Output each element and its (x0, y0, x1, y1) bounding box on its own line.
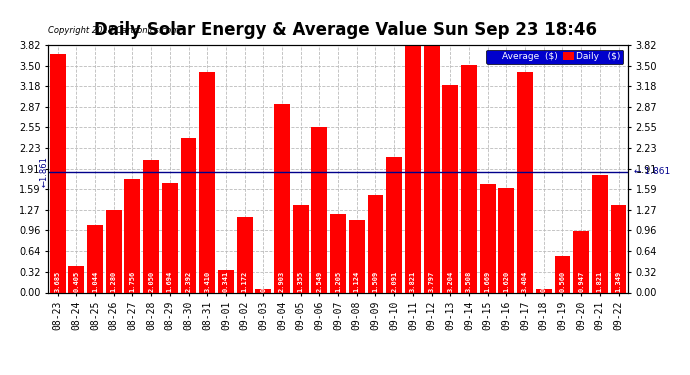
Bar (50, 54, 66, 292)
Legend: Average  ($), Daily   ($): Average ($), Daily ($) (486, 50, 623, 64)
Bar (424, 46, 440, 292)
Bar (555, 256, 571, 292)
Bar (106, 210, 121, 292)
Text: 3.685: 3.685 (55, 271, 61, 292)
Text: Copyright 2018 Cartronics.com: Copyright 2018 Cartronics.com (48, 26, 179, 35)
Text: ←1.861: ←1.861 (39, 156, 48, 188)
Text: 3.410: 3.410 (204, 271, 210, 292)
Text: 1.349: 1.349 (615, 271, 622, 292)
Text: 0.051: 0.051 (260, 271, 266, 292)
Bar (480, 184, 495, 292)
Bar (349, 220, 365, 292)
Text: 1.355: 1.355 (297, 271, 304, 292)
Text: 1.044: 1.044 (92, 271, 98, 292)
Text: 2.903: 2.903 (279, 271, 285, 292)
Text: 1.205: 1.205 (335, 271, 341, 292)
Text: 2.050: 2.050 (148, 271, 154, 292)
Text: 1.620: 1.620 (504, 271, 509, 292)
Bar (405, 45, 421, 292)
Text: 3.508: 3.508 (466, 271, 472, 292)
Text: 0.405: 0.405 (73, 271, 79, 292)
Text: 3.204: 3.204 (447, 271, 453, 292)
Bar (386, 157, 402, 292)
Text: 1.669: 1.669 (484, 271, 491, 292)
Text: 2.091: 2.091 (391, 271, 397, 292)
Text: 0.560: 0.560 (560, 271, 566, 292)
Bar (368, 195, 384, 292)
Text: 2.392: 2.392 (186, 271, 192, 292)
Text: 1.821: 1.821 (597, 271, 603, 292)
Bar (517, 72, 533, 292)
Text: 1.694: 1.694 (167, 271, 172, 292)
Bar (536, 289, 552, 292)
Bar (611, 205, 627, 292)
Text: 0.052: 0.052 (541, 271, 546, 292)
Text: 1.124: 1.124 (354, 271, 359, 292)
Bar (442, 85, 458, 292)
Text: 0.947: 0.947 (578, 271, 584, 292)
Bar (218, 270, 234, 292)
Bar (461, 65, 477, 292)
Bar (237, 217, 253, 292)
Bar (592, 174, 608, 292)
Bar (124, 179, 140, 292)
Text: 3.797: 3.797 (428, 271, 435, 292)
Bar (181, 138, 197, 292)
Text: 0.341: 0.341 (223, 271, 229, 292)
Bar (311, 128, 327, 292)
Bar (68, 266, 84, 292)
Text: 2.549: 2.549 (317, 271, 322, 292)
Bar (293, 205, 308, 292)
Bar (274, 104, 290, 292)
Bar (573, 231, 589, 292)
Text: 1.509: 1.509 (373, 271, 379, 292)
Text: 3.404: 3.404 (522, 271, 528, 292)
Text: 3.821: 3.821 (410, 271, 416, 292)
Bar (498, 188, 514, 292)
Bar (199, 72, 215, 292)
Bar (162, 183, 178, 292)
Text: 1.756: 1.756 (130, 271, 135, 292)
Bar (87, 225, 103, 292)
Bar (330, 214, 346, 292)
Text: 1.280: 1.280 (110, 271, 117, 292)
Bar (144, 160, 159, 292)
Text: ← 1.861: ← 1.861 (633, 167, 670, 176)
Text: 1.172: 1.172 (241, 271, 248, 292)
Text: Daily Solar Energy & Average Value Sun Sep 23 18:46: Daily Solar Energy & Average Value Sun S… (94, 21, 596, 39)
Bar (255, 289, 271, 292)
